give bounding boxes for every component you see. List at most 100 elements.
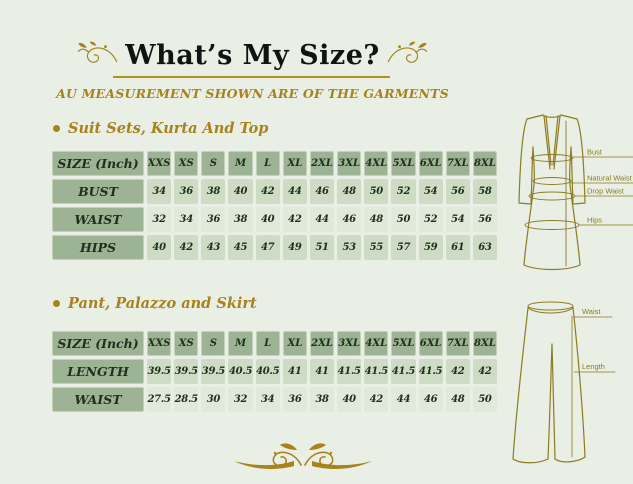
bullet-icon [53,300,60,307]
measurement-value-cell: 45 [228,235,253,260]
section-heading-label: Pant, Palazzo and Skirt [68,295,257,312]
measurement-value-cell: 54 [418,179,443,204]
measurement-row-label: LENGTH [52,359,144,384]
pant-palazzo-size-table: SIZE (Inch) XXS XS S M L XL 2XL 3XL 4XL 5XL 6XL 7XL 8… [52,331,497,412]
section-heading-suit-sets: Suit Sets, Kurta And Top [53,120,268,137]
size-column-header: 2XL [309,331,335,356]
size-column-header: L [255,331,280,356]
measurement-value-cell: 50 [391,207,416,232]
measurement-value-cell: 55 [364,235,389,260]
measurement-value-cell: 40 [337,387,362,412]
size-column-header: 3XL [337,331,362,356]
size-column-header: XS [174,331,199,356]
floral-ornament-right-icon [387,41,427,63]
measurement-value-cell: 30 [201,387,226,412]
pants-illustration-icon: Waist Length [512,301,616,464]
floral-ornament-left-icon [78,41,118,63]
measurement-value-cell: 41.5 [391,359,416,384]
measurement-value-cell: 61 [445,235,470,260]
measurement-row-label: HIPS [52,235,144,260]
measurement-value-cell: 52 [418,207,443,232]
measurement-value-cell: 63 [472,235,497,260]
subtitle: AU MEASUREMENT SHOWN ARE OF THE GARMENTS [56,86,449,101]
measurement-value-cell: 32 [147,207,172,232]
measurement-value-cell: 38 [309,387,335,412]
measurement-value-cell: 40 [255,207,280,232]
measurement-value-cell: 34 [255,387,280,412]
measurement-value-cell: 42 [174,235,199,260]
measurement-value-cell: 44 [391,387,416,412]
size-table-corner: SIZE (Inch) [52,331,144,356]
measurement-value-cell: 40.5 [255,359,280,384]
measurement-value-cell: 42 [472,359,497,384]
measurement-value-cell: 47 [255,235,280,260]
measurement-value-cell: 50 [364,179,389,204]
size-column-header: M [228,151,253,176]
drop-waist-label: Drop Waist [587,187,625,196]
measurement-value-cell: 50 [472,387,497,412]
measurement-value-cell: 32 [228,387,253,412]
measurement-value-cell: 41.5 [418,359,443,384]
kurta-illustration-icon: Bust Natural Waist Drop Waist Hips [518,114,633,271]
measurement-value-cell: 40 [147,235,172,260]
measurement-value-cell: 48 [364,207,389,232]
size-column-header: XXS [147,331,172,356]
hips-label: Hips [587,216,602,225]
measurement-value-cell: 39.5 [147,359,172,384]
measurement-value-cell: 57 [391,235,416,260]
size-column-header: L [255,151,280,176]
measurement-value-cell: 48 [337,179,362,204]
measurement-value-cell: 40 [228,179,253,204]
measurement-value-cell: 52 [391,179,416,204]
measurement-value-cell: 54 [445,207,470,232]
measurement-value-cell: 58 [472,179,497,204]
measurement-value-cell: 42 [282,207,307,232]
size-column-header: S [201,331,226,356]
measurement-value-cell: 59 [418,235,443,260]
size-column-header: 4XL [364,151,389,176]
measurement-value-cell: 56 [445,179,470,204]
measurement-value-cell: 42 [364,387,389,412]
measurement-value-cell: 51 [309,235,335,260]
size-column-header: 3XL [337,151,362,176]
size-column-header: XS [174,151,199,176]
bottom-flourish-icon [228,440,378,478]
natural-waist-label: Natural Waist [587,174,633,183]
size-column-header: 5XL [391,151,416,176]
measurement-value-cell: 36 [282,387,307,412]
size-column-header: 7XL [445,151,470,176]
measurement-value-cell: 38 [228,207,253,232]
kurta-measurement-diagram: Bust Natural Waist Drop Waist Hips [498,105,633,293]
size-column-header: S [201,151,226,176]
measurement-value-cell: 42 [445,359,470,384]
measurement-value-cell: 41.5 [337,359,362,384]
title-underline [113,76,390,78]
bust-label: Bust [587,148,603,157]
measurement-row-label: WAIST [52,387,144,412]
suit-sets-size-table: SIZE (Inch) XXS XS S M L XL 2XL 3XL 4XL 5XL 6XL 7XL 8… [52,151,497,260]
size-column-header: 2XL [309,151,335,176]
measurement-value-cell: 38 [201,179,226,204]
measurement-value-cell: 34 [174,207,199,232]
measurement-value-cell: 34 [147,179,172,204]
measurement-value-cell: 53 [337,235,362,260]
measurement-value-cell: 36 [174,179,199,204]
size-column-header: 7XL [445,331,470,356]
measurement-value-cell: 56 [472,207,497,232]
measurement-value-cell: 44 [309,207,335,232]
size-column-header: XL [282,151,307,176]
pants-measurement-diagram: Waist Length [498,292,633,467]
measurement-value-cell: 40.5 [228,359,253,384]
size-column-header: 6XL [418,151,443,176]
section-heading-label: Suit Sets, Kurta And Top [68,120,269,137]
size-column-header: 8XL [472,151,497,176]
measurement-value-cell: 39.5 [174,359,199,384]
measurement-value-cell: 41 [309,359,335,384]
measurement-value-cell: 46 [337,207,362,232]
measurement-value-cell: 44 [282,179,307,204]
section-heading-pant-palazzo: Pant, Palazzo and Skirt [53,295,257,312]
size-column-header: 8XL [472,331,497,356]
measurement-value-cell: 36 [201,207,226,232]
bullet-icon [53,125,60,132]
